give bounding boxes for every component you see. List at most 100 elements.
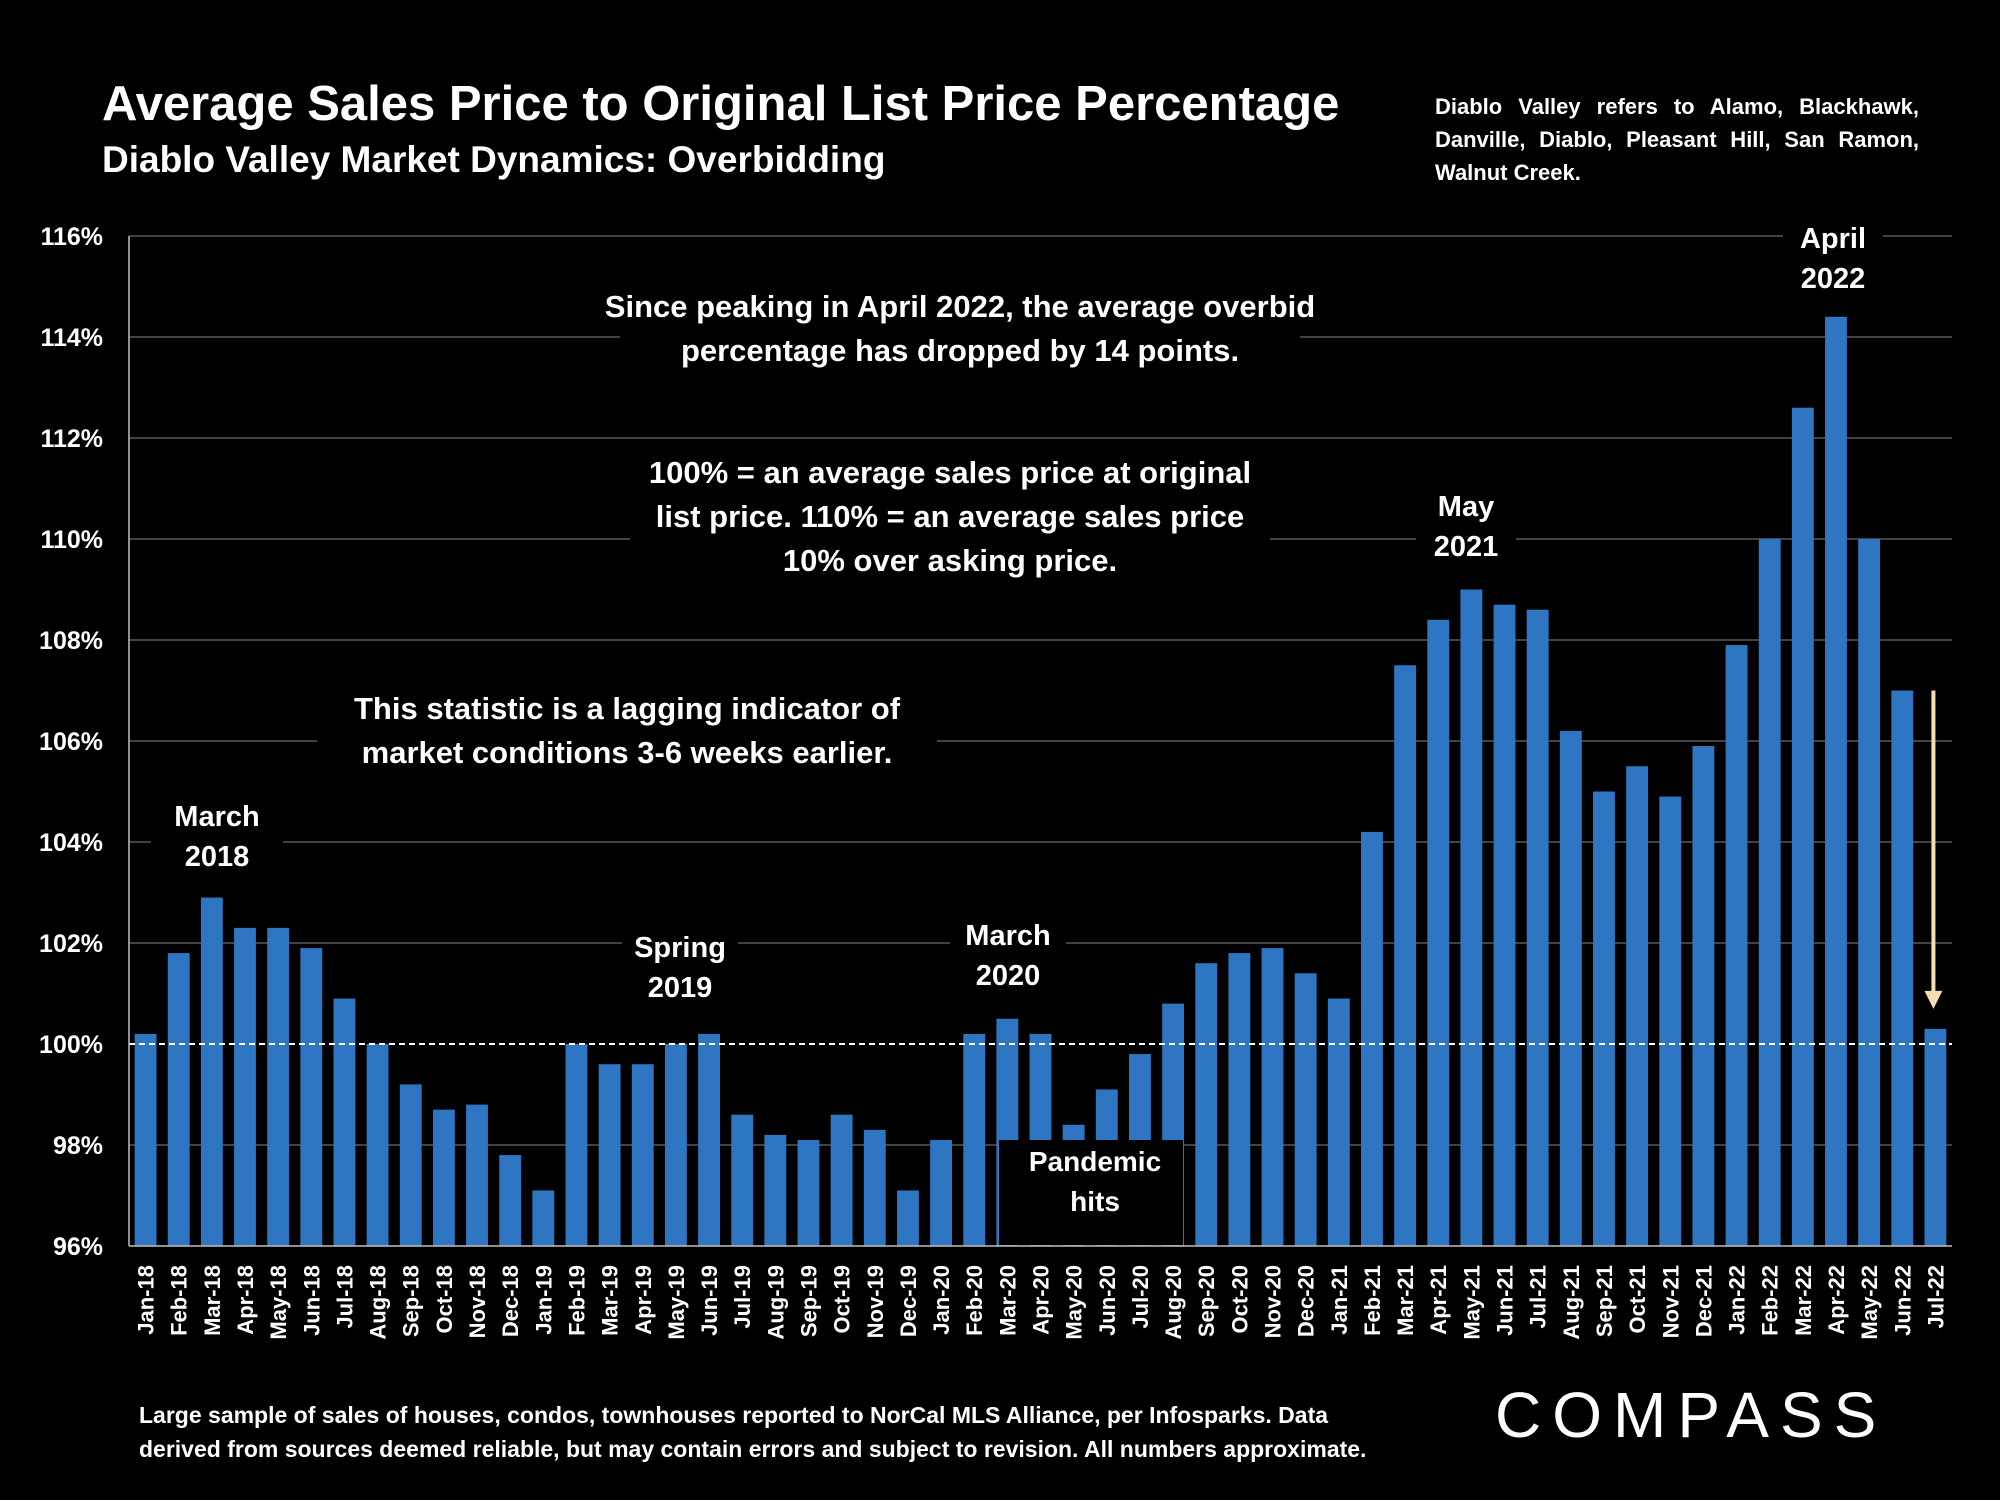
x-tick-label: Mar-20 <box>995 1265 1020 1336</box>
x-tick-label: Apr-22 <box>1824 1265 1849 1335</box>
bar <box>532 1190 555 1246</box>
bar <box>1692 746 1715 1246</box>
bar <box>167 953 190 1246</box>
x-tick-label: Mar-19 <box>598 1265 623 1336</box>
x-tick-label: Aug-21 <box>1559 1265 1584 1340</box>
bar <box>1261 948 1284 1246</box>
x-tick-label: Oct-19 <box>830 1265 855 1333</box>
y-tick-label: 104% <box>39 829 103 857</box>
bar <box>1195 963 1218 1246</box>
bar <box>1659 796 1682 1246</box>
bar <box>930 1139 953 1246</box>
bar <box>830 1114 853 1246</box>
y-tick-label: 116% <box>40 223 103 251</box>
footnote-line-1: Large sample of sales of houses, condos,… <box>139 1402 1329 1428</box>
annotation-april-2022: April 2022 <box>1783 211 1883 307</box>
bar <box>1626 766 1649 1246</box>
bar <box>1758 539 1781 1246</box>
bar <box>499 1155 522 1246</box>
bar <box>432 1109 455 1246</box>
x-tick-label: Dec-21 <box>1691 1265 1716 1337</box>
annotation-line: Pandemic <box>1029 1146 1161 1177</box>
x-tick-label: Jun-19 <box>697 1265 722 1336</box>
bar <box>631 1064 654 1246</box>
annotation-march-2018: March 2018 <box>151 789 283 885</box>
annotation-may-2021: May 2021 <box>1416 479 1516 575</box>
x-tick-label: Jul-20 <box>1128 1265 1153 1329</box>
x-tick-label: Mar-22 <box>1791 1265 1816 1336</box>
bars <box>134 316 1947 1246</box>
bar <box>333 998 356 1246</box>
annotation-line: 100% = an average sales price at origina… <box>649 455 1251 490</box>
x-tick-label: Feb-20 <box>962 1265 987 1336</box>
annotation-line: 10% over asking price. <box>783 543 1117 578</box>
x-tick-label: Dec-18 <box>498 1265 523 1337</box>
x-tick-label: Jan-19 <box>531 1265 556 1335</box>
x-tick-label: Feb-21 <box>1360 1265 1385 1336</box>
bar <box>1526 609 1549 1246</box>
x-tick-label: Sep-21 <box>1592 1265 1617 1337</box>
x-tick-label: Apr-20 <box>1029 1265 1054 1335</box>
annotation-lagging-note: This statistic is a lagging indicator of… <box>317 680 937 784</box>
annotation-line: Spring <box>634 932 726 964</box>
x-tick-label: Jun-18 <box>299 1265 324 1336</box>
x-tick-label: Jan-20 <box>929 1265 954 1335</box>
annotation-backdrop <box>317 680 937 784</box>
bar <box>863 1129 886 1246</box>
bar <box>598 1064 621 1246</box>
x-tick-label: Sep-20 <box>1194 1265 1219 1337</box>
x-tick-label: Jun-21 <box>1493 1265 1518 1336</box>
x-tick-label: Dec-20 <box>1294 1265 1319 1337</box>
annotation-line: April <box>1800 223 1866 255</box>
y-tick-label: 98% <box>53 1132 103 1160</box>
x-axis: Jan-18 Feb-18 Mar-18 Apr-18 May-18 Jun-18 Jul-… <box>129 1245 1952 1340</box>
x-tick-label: Nov-19 <box>863 1265 888 1338</box>
x-tick-label: Dec-19 <box>896 1265 921 1337</box>
bar <box>1460 589 1483 1246</box>
bar <box>366 1044 389 1246</box>
bar <box>134 1033 157 1246</box>
x-tick-label: Jul-22 <box>1923 1265 1948 1329</box>
annotation-backdrop <box>1783 211 1883 307</box>
x-tick-label: Sep-19 <box>796 1265 821 1337</box>
annotation-line: percentage has dropped by 14 points. <box>681 333 1239 368</box>
bar <box>300 948 323 1246</box>
bar <box>267 927 290 1246</box>
annotation-peak-note: Since peaking in April 2022, the average… <box>605 278 1315 382</box>
x-tick-label: Nov-20 <box>1261 1265 1286 1338</box>
bar <box>1725 645 1748 1246</box>
annotation-line: This statistic is a lagging indicator of <box>354 691 901 726</box>
annotation-backdrop <box>1416 479 1516 575</box>
x-tick-label: Aug-20 <box>1161 1265 1186 1340</box>
y-tick-label: 114% <box>40 324 103 352</box>
bar <box>1493 604 1516 1246</box>
trend-arrow <box>1924 690 1943 1009</box>
chart-subtitle: Diablo Valley Market Dynamics: Overbiddi… <box>102 139 886 180</box>
x-tick-label: Feb-22 <box>1758 1265 1783 1336</box>
arrow-head <box>1924 990 1943 1009</box>
bar <box>200 897 223 1246</box>
y-tick-label: 112% <box>40 425 103 453</box>
annotation-line: 2018 <box>185 841 250 873</box>
annotation-march-2020: March 2020 <box>950 908 1066 1004</box>
bar <box>1394 665 1417 1246</box>
bar <box>466 1104 488 1246</box>
x-tick-label: Jun-20 <box>1095 1265 1120 1336</box>
x-tick-label: Feb-18 <box>167 1265 192 1336</box>
x-tick-label: Oct-18 <box>432 1265 457 1333</box>
y-tick-label: 110% <box>40 526 103 554</box>
x-tick-label: Aug-18 <box>366 1265 391 1340</box>
x-tick-label: Sep-18 <box>399 1265 424 1337</box>
x-tick-label: Jul-21 <box>1526 1265 1551 1329</box>
x-tick-label: Jul-18 <box>332 1265 357 1329</box>
annotation-backdrop <box>950 908 1066 1004</box>
annotation-backdrop <box>622 920 738 1016</box>
region-note: Diablo Valley refers to Alamo, Blackhawk… <box>1435 94 1919 185</box>
annotation-backdrop <box>630 444 1270 592</box>
annotation-line: Since peaking in April 2022, the average… <box>605 289 1315 324</box>
bar <box>399 1084 422 1246</box>
bar <box>731 1114 754 1246</box>
bar <box>1858 539 1881 1246</box>
bar <box>1427 619 1450 1246</box>
x-tick-label: Mar-21 <box>1393 1265 1418 1336</box>
